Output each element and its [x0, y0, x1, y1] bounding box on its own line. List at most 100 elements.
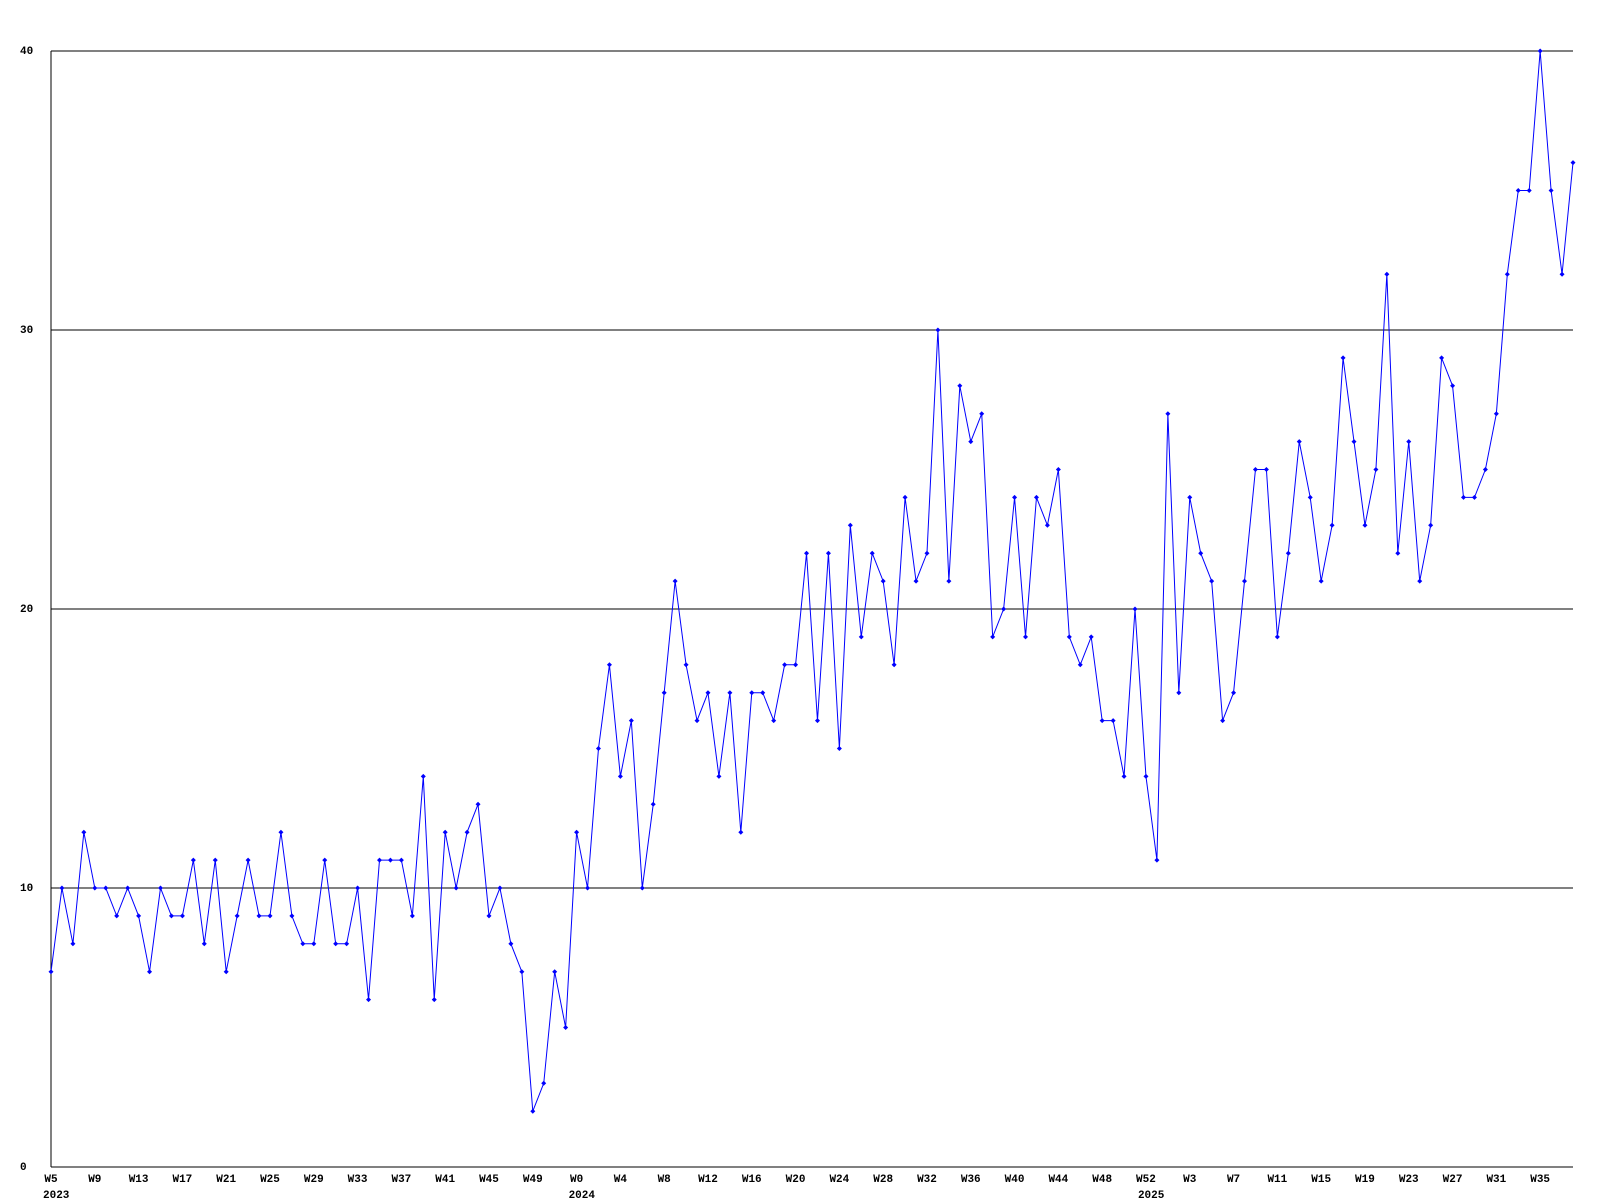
x-tick-label: W44: [1048, 1174, 1068, 1186]
data-point: [1329, 522, 1335, 528]
data-point: [179, 913, 185, 919]
data-point: [1362, 522, 1368, 528]
data-point: [771, 718, 777, 724]
data-point: [1121, 773, 1127, 779]
data-point: [1471, 494, 1477, 500]
data-point: [431, 997, 437, 1003]
data-point: [552, 969, 558, 975]
data-point: [1077, 662, 1083, 668]
data-point: [475, 801, 481, 807]
data-point: [1296, 439, 1302, 445]
x-tick-label: W33: [348, 1174, 368, 1186]
data-point: [245, 857, 251, 863]
data-point: [1439, 355, 1445, 361]
data-point: [585, 885, 591, 891]
data-point: [804, 550, 810, 556]
data-point: [891, 662, 897, 668]
data-point: [497, 885, 503, 891]
data-point: [136, 913, 142, 919]
data-point: [1198, 550, 1204, 556]
data-point: [355, 885, 361, 891]
data-point: [366, 997, 372, 1003]
x-tick-label: W11: [1267, 1174, 1287, 1186]
data-point: [1515, 188, 1521, 193]
y-tick-label: 10: [20, 883, 33, 895]
data-point: [1012, 494, 1018, 500]
data-point: [1318, 578, 1324, 584]
data-point: [825, 550, 831, 556]
data-point: [519, 969, 525, 975]
data-point: [628, 718, 634, 724]
data-point: [278, 829, 284, 835]
y-tick-label: 30: [20, 325, 33, 337]
data-point: [1066, 634, 1072, 640]
data-point: [267, 913, 273, 919]
x-tick-label: W5: [44, 1174, 58, 1186]
x-tick-label: W13: [129, 1174, 149, 1186]
data-point: [606, 662, 612, 668]
data-point: [880, 578, 886, 584]
data-point: [869, 550, 875, 556]
data-point: [1099, 718, 1105, 724]
data-point: [1482, 467, 1488, 472]
data-point: [1570, 160, 1576, 166]
x-tick-label: W21: [216, 1174, 236, 1186]
data-point: [716, 773, 722, 779]
data-point: [223, 969, 229, 975]
x-tick-label: W31: [1486, 1174, 1506, 1186]
data-point: [70, 941, 76, 947]
data-point: [1044, 522, 1050, 528]
x-tick-label: W19: [1355, 1174, 1375, 1186]
data-point: [1110, 718, 1116, 724]
data-point: [935, 327, 941, 333]
x-tick-label: W0: [570, 1174, 583, 1186]
x-tick-label: W9: [88, 1174, 101, 1186]
data-point: [1176, 690, 1182, 696]
x-tick-label: W3: [1183, 1174, 1197, 1186]
data-point: [1384, 271, 1390, 277]
data-point: [1417, 578, 1423, 584]
data-point: [979, 411, 985, 417]
data-point: [1526, 188, 1532, 193]
data-point: [486, 913, 492, 919]
x-tick-label: W20: [786, 1174, 806, 1186]
y-tick-label: 20: [20, 604, 33, 616]
x-tick-label: W41: [435, 1174, 455, 1186]
data-point: [1274, 634, 1280, 640]
x-tick-label: W17: [172, 1174, 192, 1186]
data-point: [990, 634, 996, 640]
x-tick-label: W40: [1005, 1174, 1025, 1186]
data-point: [617, 773, 623, 779]
data-point: [1187, 494, 1193, 500]
data-point: [1307, 494, 1313, 500]
data-point: [234, 913, 240, 919]
data-point: [672, 578, 678, 584]
data-point: [782, 662, 788, 668]
data-point: [1252, 467, 1258, 472]
x-tick-label: W4: [614, 1174, 628, 1186]
data-point: [387, 857, 393, 863]
data-point: [157, 885, 163, 891]
x-year-label: 2025: [1138, 1190, 1165, 1200]
x-tick-label: W45: [479, 1174, 499, 1186]
x-tick-label: W27: [1443, 1174, 1463, 1186]
data-point: [1461, 494, 1467, 500]
data-point: [924, 550, 930, 556]
data-point: [1023, 634, 1029, 640]
data-point: [1504, 271, 1510, 277]
x-year-label: 2023: [43, 1190, 70, 1200]
data-point: [103, 885, 109, 891]
data-point: [902, 494, 908, 500]
data-point: [212, 857, 218, 863]
data-point: [683, 662, 689, 668]
data-point: [453, 885, 459, 891]
data-point: [1154, 857, 1160, 863]
data-point: [1001, 606, 1007, 612]
data-point: [1055, 467, 1061, 472]
data-point: [836, 746, 842, 751]
data-point: [1231, 690, 1237, 696]
data-point: [563, 1025, 569, 1030]
data-point: [344, 941, 350, 947]
data-point: [1351, 439, 1357, 445]
